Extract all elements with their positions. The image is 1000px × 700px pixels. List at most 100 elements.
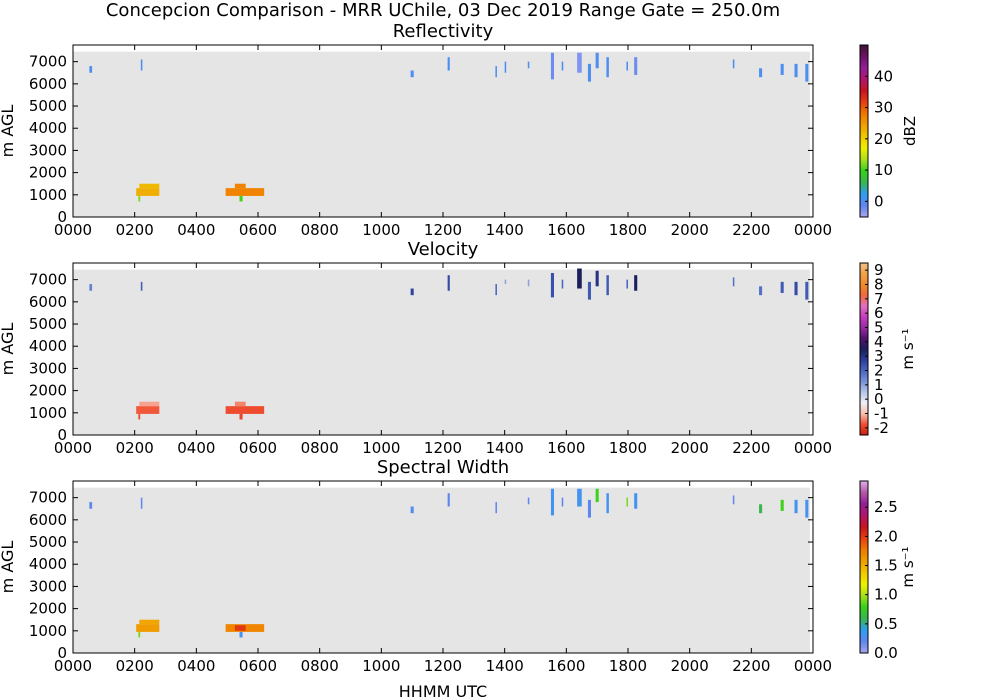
echo-cell	[89, 502, 93, 509]
echo-cell	[234, 625, 246, 631]
echo-cell	[595, 52, 599, 69]
x-tick-label: 0600	[239, 439, 277, 457]
echo-cell	[495, 502, 497, 514]
y-tick-label: 2000	[29, 600, 67, 618]
y-tick-label: 2000	[29, 164, 67, 182]
colorbar	[859, 44, 869, 218]
data-background	[73, 269, 810, 435]
echo-cell	[447, 493, 450, 507]
echo-cell	[139, 619, 160, 625]
echo-cell	[136, 406, 160, 414]
x-tick-label: 1000	[362, 221, 400, 239]
echo-cell	[138, 413, 141, 420]
colorbar	[859, 480, 869, 654]
figure-title: Concepcion Comparison - MRR UChile, 03 D…	[106, 0, 780, 21]
y-tick-label: 5000	[29, 533, 67, 551]
y-tick-label: 6000	[29, 293, 67, 311]
echo-cell	[561, 61, 564, 71]
x-tick-label: 2200	[732, 657, 770, 675]
x-tick-label: 1800	[609, 439, 647, 457]
echo-cell	[626, 279, 628, 289]
x-tick-label: 0400	[177, 439, 215, 457]
echo-cell	[780, 63, 784, 75]
echo-cell	[626, 497, 628, 507]
x-tick-label: 0000	[54, 221, 92, 239]
echo-cell	[805, 281, 809, 300]
colorbar-tick-label: 30	[874, 99, 893, 117]
panel-title: Spectral Width	[377, 457, 509, 478]
y-tick-label: 0	[57, 208, 67, 226]
x-tick-label: 0400	[177, 221, 215, 239]
echo-cell	[234, 401, 246, 407]
echo-cell	[634, 275, 638, 291]
y-tick-label: 2000	[29, 382, 67, 400]
echo-cell	[410, 288, 414, 296]
colorbar-tick-label: 0	[874, 192, 884, 210]
echo-cell	[550, 272, 554, 298]
y-tick-label: 4000	[29, 555, 67, 573]
echo-cell	[225, 188, 265, 196]
y-tick-label: 6000	[29, 511, 67, 529]
echo-cell	[140, 281, 143, 291]
echo-cell	[759, 68, 763, 78]
x-tick-label: 0400	[177, 657, 215, 675]
colorbar-tick-label: 1	[874, 376, 884, 394]
echo-cell	[225, 406, 265, 414]
echo-cell	[759, 286, 763, 296]
echo-cell	[136, 188, 160, 196]
colorbar-tick-label: 3	[874, 347, 884, 365]
echo-cell	[794, 63, 798, 78]
colorbar-tick-label: 6	[874, 304, 884, 322]
colorbar-tick-label: 2.0	[874, 527, 898, 545]
y-tick-label: 5000	[29, 97, 67, 115]
x-tick-label: 0600	[239, 657, 277, 675]
x-tick-label: 2000	[671, 657, 709, 675]
x-tick-label: 1400	[486, 221, 524, 239]
echo-cell	[780, 499, 784, 511]
x-tick-label: 2200	[732, 221, 770, 239]
echo-cell	[794, 499, 798, 514]
echo-cell	[780, 281, 784, 293]
x-tick-label: 0200	[116, 439, 154, 457]
y-tick-label: 1000	[29, 622, 67, 640]
echo-cell	[527, 279, 530, 287]
echo-cell	[732, 495, 735, 505]
y-axis-label: m AGL	[0, 541, 17, 594]
colorbar-tick-label: 20	[874, 130, 893, 148]
echo-cell	[447, 275, 450, 291]
echo-cell	[805, 499, 809, 518]
echo-cell	[732, 277, 735, 287]
echo-cell	[587, 63, 591, 82]
colorbar-tick-label: 2	[874, 362, 884, 380]
colorbar	[859, 262, 869, 436]
echo-cell	[577, 488, 582, 507]
panel-title: Reflectivity	[393, 21, 494, 42]
echo-cell	[504, 61, 507, 73]
echo-cell	[239, 631, 243, 638]
echo-cell	[577, 52, 582, 73]
x-tick-label: 0800	[301, 657, 339, 675]
x-tick-label: 0000	[794, 657, 832, 675]
colorbar-tick-label: 1.0	[874, 586, 898, 604]
echo-cell	[140, 497, 143, 509]
colorbar-tick-label: 4	[874, 333, 884, 351]
echo-cell	[587, 281, 591, 300]
echo-cell	[139, 401, 160, 407]
y-tick-label: 7000	[29, 489, 67, 507]
y-tick-label: 3000	[29, 359, 67, 377]
colorbar-label: m s⁻¹	[899, 328, 917, 369]
panel-spectral-width: Spectral Width 0000 0200 0400 0600 0800 1000 12…	[0, 457, 917, 675]
echo-cell	[587, 499, 591, 518]
x-tick-label: 0200	[116, 221, 154, 239]
y-tick-label: 0	[57, 426, 67, 444]
x-tick-label: 1200	[424, 657, 462, 675]
echo-cell	[234, 183, 246, 189]
y-tick-label: 0	[57, 644, 67, 662]
echo-cell	[805, 63, 809, 82]
echo-cell	[138, 195, 141, 202]
echo-cell	[527, 61, 530, 69]
y-tick-label: 7000	[29, 271, 67, 289]
x-tick-label: 1000	[362, 657, 400, 675]
